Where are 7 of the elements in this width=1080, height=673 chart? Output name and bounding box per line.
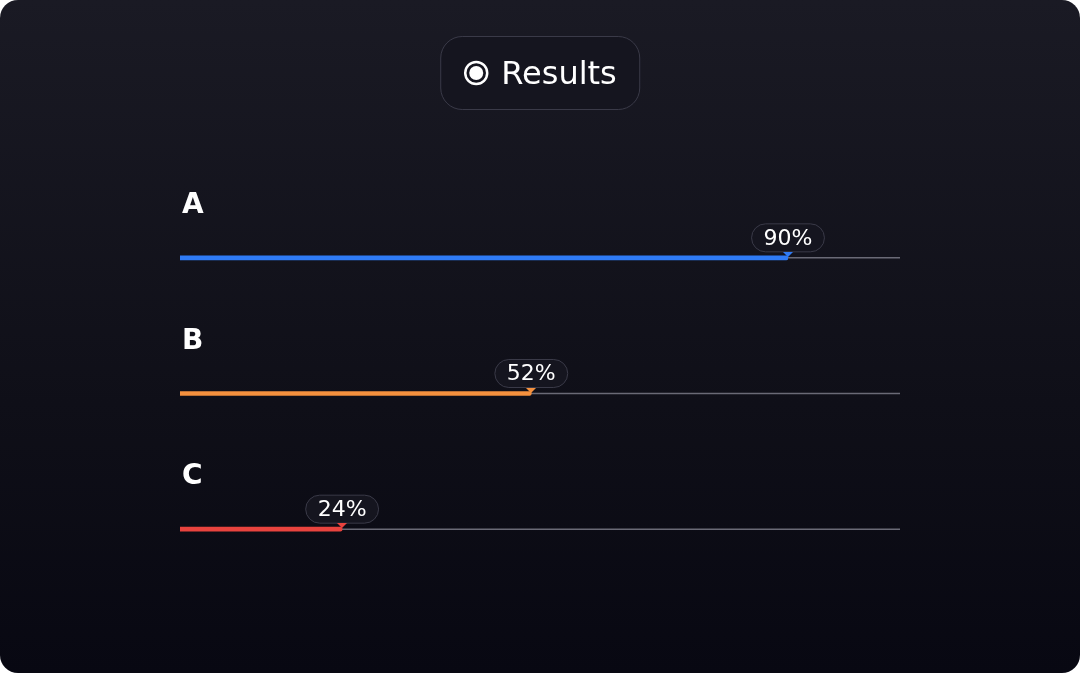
data-label: 52% [506, 360, 556, 386]
chart-title: Results [501, 54, 617, 92]
y-tick-label: C [182, 458, 203, 492]
y-tick-label: A [182, 187, 204, 221]
data-label: 24% [317, 495, 367, 521]
y-tick-label: B [182, 322, 204, 356]
data-label: 90% [763, 224, 813, 250]
